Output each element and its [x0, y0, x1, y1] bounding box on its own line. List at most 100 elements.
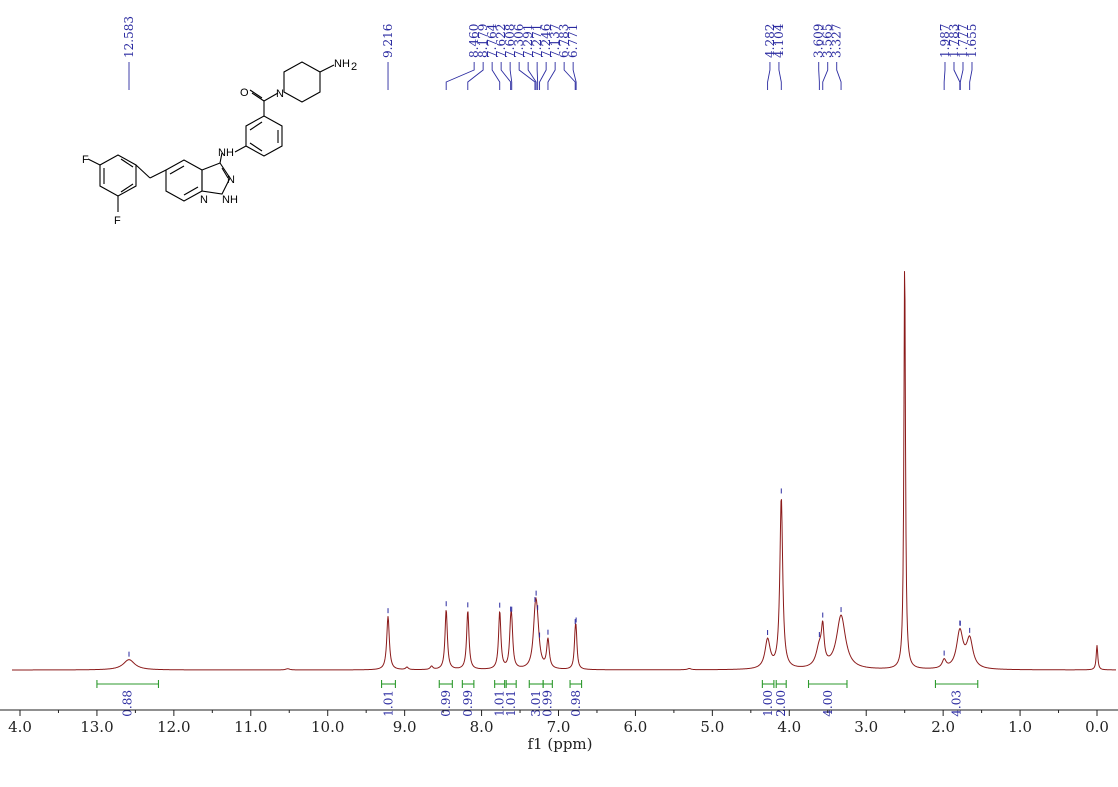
peak-label: 3.565 [821, 24, 835, 90]
x-tick-label: 10.0 [311, 718, 344, 736]
peak-label: 1.655 [965, 24, 979, 90]
peak-label-text: 8.460 [467, 24, 481, 58]
spectrum-line [12, 271, 1116, 671]
molecule-atom-labels: F F NH O N NH 2 N N NH [82, 58, 357, 227]
peak-label: 7.622 [494, 24, 512, 90]
x-tick-label: 0.0 [1085, 718, 1109, 736]
peak-label: 1.777 [956, 24, 970, 90]
x-tick-label: 6.0 [623, 718, 647, 736]
peak-label: 6.771 [566, 24, 580, 90]
x-tick-label: 13.0 [80, 718, 113, 736]
peak-label-layer: 12.583 9.216 8.4608.1797.7647.6227.6087.30… [122, 16, 979, 90]
peak-label-text: 7.271 [530, 24, 544, 58]
integral-region: 4.03 [934, 680, 979, 717]
peak-label: 3.327 [830, 24, 844, 90]
x-tick-label: 4.0 [8, 718, 32, 736]
peak-label: 7.291 [521, 24, 537, 90]
integral-value: 1.01 [381, 690, 395, 717]
peak-label-text: 7.764 [485, 23, 499, 58]
x-tick-label: 12.0 [157, 718, 190, 736]
peak-label-connector [445, 62, 475, 90]
peak-label-connector [491, 62, 501, 90]
peak-label-text: 7.137 [548, 24, 562, 58]
peak-label-text: 1.783 [947, 24, 961, 58]
x-tick-label: 2.0 [931, 718, 955, 736]
integral-region: 0.98 [569, 680, 583, 717]
peak-label-text: 6.771 [566, 24, 580, 58]
peak-label-text: 3.565 [821, 24, 835, 58]
peak-marker-layer [128, 488, 971, 657]
peak-label-text: 6.783 [557, 24, 571, 58]
peak-label-connector [547, 62, 556, 90]
peak-label-connector [527, 62, 537, 90]
peak-label-text: 9.216 [381, 24, 395, 58]
peak-label-connector [943, 62, 946, 90]
integral-region: 0.99 [461, 680, 475, 717]
x-tick-label: 11.0 [234, 718, 267, 736]
peak-label-text: 1.987 [938, 24, 952, 58]
peak-label-text: 3.327 [830, 24, 844, 58]
peak-label-text: 4.104 [772, 23, 786, 58]
peak-label: 9.216 [381, 24, 395, 90]
x-axis-title: f1 (ppm) [528, 735, 593, 753]
peak-label-text: 7.306 [512, 24, 526, 58]
peak-label-connector [500, 62, 512, 90]
x-tick-label: 8.0 [470, 718, 494, 736]
peak-label-connector [767, 62, 771, 90]
peak-label-connector [539, 62, 547, 90]
f-bond-top [87, 158, 101, 166]
peak-label-connector [509, 62, 513, 90]
integral-region: 2.00 [774, 680, 788, 717]
peak-label: 8.179 [467, 24, 490, 90]
x-tick-label: 9.0 [393, 718, 417, 736]
peak-label-connector [836, 62, 842, 90]
peak-label: 7.246 [539, 24, 553, 90]
peak-label-text: 1.655 [965, 24, 979, 58]
integral-region: 1.01 [504, 680, 518, 717]
peak-label: 7.306 [512, 24, 536, 90]
integral-region: 0.99 [541, 680, 555, 717]
peak-label-text: 7.622 [494, 24, 508, 58]
peak-label: 7.137 [547, 24, 562, 90]
piperidine-ring [283, 61, 321, 103]
peak-label: 1.987 [938, 24, 952, 90]
peak-label: 7.271 [530, 24, 544, 90]
x-tick-label: 3.0 [854, 718, 878, 736]
x-tick-label: 5.0 [700, 718, 724, 736]
fluorine-label-top: F [82, 154, 89, 166]
integral-region: 0.88 [96, 680, 160, 717]
x-tick-label: 4.0 [777, 718, 801, 736]
carbonyl-o-label: O [240, 87, 249, 99]
peak-label-connector [563, 62, 576, 90]
peak-label-connector [969, 62, 973, 90]
pyridine-n-label: N [200, 194, 208, 206]
peak-label: 6.783 [557, 24, 576, 90]
integral-value: 1.01 [504, 690, 518, 717]
peak-label-connector [536, 62, 539, 90]
integral-region: 1.00 [761, 680, 775, 717]
integral-value: 0.99 [461, 690, 475, 717]
peak-label-text: 7.608 [503, 24, 517, 58]
peak-label: 4.282 [763, 24, 777, 90]
x-tick-label: 1.0 [1008, 718, 1032, 736]
integral-value: 0.99 [439, 690, 453, 717]
x-tick-label: 7.0 [547, 718, 571, 736]
benzoyl-ring [245, 115, 283, 157]
peak-label-connector [518, 62, 536, 90]
peak-label-text: 3.609 [812, 24, 826, 58]
peak-label-connector [572, 62, 577, 90]
peak-label-text: 4.282 [763, 24, 777, 58]
integral-value: 0.98 [569, 690, 583, 717]
peak-label-connector [959, 62, 964, 90]
pyrazole-nh-label: NH [222, 194, 238, 206]
peak-label: 7.764 [485, 23, 501, 90]
fluorine-label-bottom: F [114, 215, 121, 227]
peak-label-text: 7.291 [521, 24, 535, 58]
peak-label-text: 1.777 [956, 24, 970, 58]
integral-value: 1.00 [761, 690, 775, 717]
integral-value: 4.03 [950, 690, 964, 717]
integral-value: 0.88 [121, 690, 135, 717]
molecule-structure [87, 61, 335, 212]
integral-value: 0.99 [541, 690, 555, 717]
